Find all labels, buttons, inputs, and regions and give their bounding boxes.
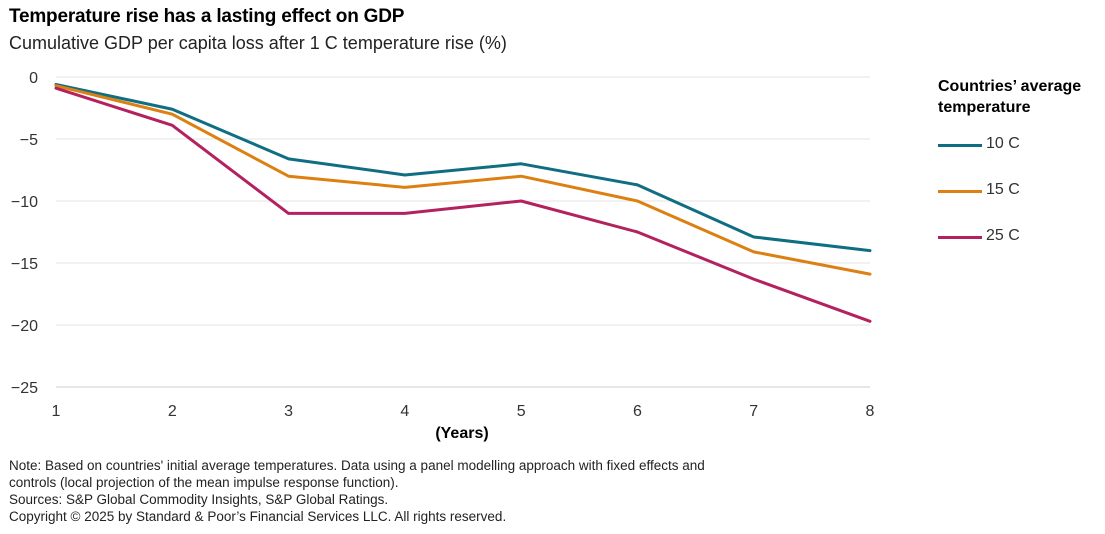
copyright-text: Copyright © 2025 by Standard & Poor’s Fi… <box>9 509 507 524</box>
series-line-10-c <box>54 82 872 253</box>
x-tick-label: 8 <box>866 403 875 420</box>
x-tick-label: 7 <box>749 403 758 420</box>
y-tick-label: −10 <box>11 194 38 211</box>
legend-item: 10 C <box>938 135 1103 155</box>
x-axis-ticks: 1 2 3 4 5 6 7 8 <box>52 403 875 420</box>
x-axis-title: (Years) <box>435 425 488 442</box>
legend-swatch <box>938 236 982 239</box>
y-tick-label: −25 <box>11 380 38 397</box>
note-line-1: Note: Based on countries' initial averag… <box>9 458 705 473</box>
y-axis-ticks: 0 −5 −10 −15 −20 −25 <box>11 70 38 397</box>
x-tick-label: 2 <box>168 403 177 420</box>
x-tick-label: 1 <box>52 403 61 420</box>
note-line-2: controls (local projection of the mean i… <box>9 475 399 490</box>
legend-item: 25 C <box>938 227 1103 247</box>
x-tick-label: 4 <box>400 403 409 420</box>
sources-text: Sources: S&P Global Commodity Insights, … <box>9 492 389 507</box>
legend-items: 10 C 15 C 25 C <box>938 135 1103 247</box>
series-line-15-c <box>54 84 872 276</box>
legend-swatch <box>938 144 982 147</box>
legend: Countries’ average temperature 10 C 15 C 2… <box>938 76 1103 247</box>
chart-subtitle: Cumulative GDP per capita loss after 1 C… <box>9 33 507 53</box>
y-tick-label: −5 <box>20 132 38 149</box>
legend-label: 25 C <box>986 227 1020 244</box>
gridlines <box>56 76 870 388</box>
footnotes: Note: Based on countries' initial averag… <box>9 457 1089 525</box>
y-tick-label: −15 <box>11 256 38 273</box>
legend-label: 15 C <box>986 181 1020 198</box>
chart-title: Temperature rise has a lasting effect on… <box>9 6 405 27</box>
legend-title-line-2: temperature <box>938 99 1031 116</box>
y-tick-label: 0 <box>29 70 38 87</box>
legend-title: Countries’ average temperature <box>938 76 1103 118</box>
x-tick-label: 3 <box>284 403 293 420</box>
series-lines <box>54 82 872 323</box>
x-tick-label: 6 <box>633 403 642 420</box>
legend-item: 15 C <box>938 181 1103 201</box>
legend-swatch <box>938 190 982 193</box>
series-line-25-c <box>54 86 872 323</box>
x-tick-label: 5 <box>517 403 526 420</box>
legend-label: 10 C <box>986 135 1020 152</box>
y-tick-label: −20 <box>11 318 38 335</box>
legend-title-line-1: Countries’ average <box>938 78 1082 95</box>
